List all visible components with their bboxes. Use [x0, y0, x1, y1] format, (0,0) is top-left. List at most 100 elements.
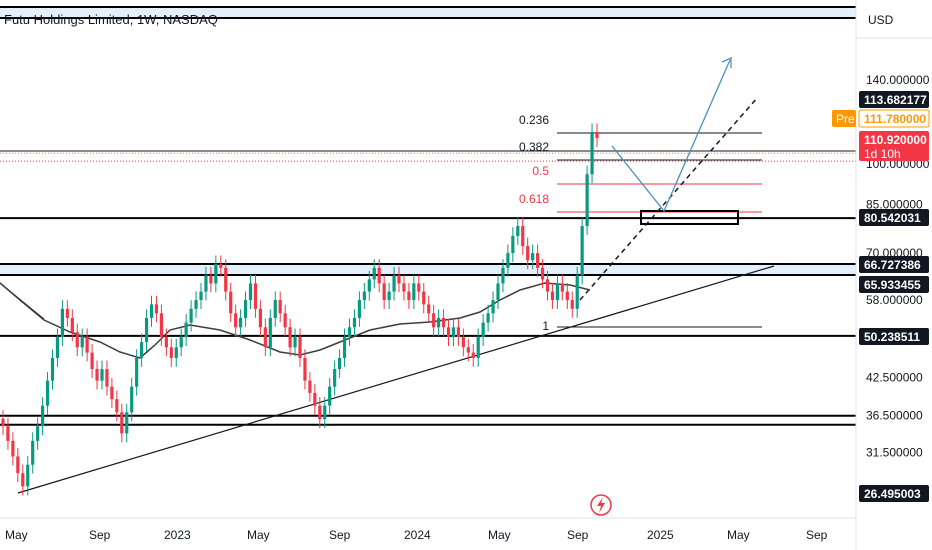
candle-body — [204, 275, 208, 292]
candle-body — [466, 347, 470, 353]
candle-body — [357, 300, 361, 318]
candle-body — [95, 369, 99, 381]
candle-body — [387, 291, 391, 301]
projection-arrows — [611, 56, 732, 213]
support-zone-band — [0, 265, 856, 277]
candle-body — [189, 308, 193, 323]
candle-body — [461, 337, 465, 348]
time-tick-label: May — [5, 528, 28, 542]
candle-body — [70, 317, 74, 333]
candle-body — [283, 313, 287, 328]
candle-body — [100, 369, 104, 381]
time-axis-ticks[interactable]: May Sep 2023 May Sep 2024 May Sep 2025 May Sep — [5, 528, 828, 542]
candle-body — [347, 327, 352, 338]
candle-body — [511, 235, 515, 254]
candle-body — [80, 337, 84, 348]
price-tag-text: 65.933455 — [864, 278, 921, 292]
candle-body — [154, 304, 159, 314]
candle-body — [31, 440, 35, 465]
projection-path — [611, 59, 731, 213]
candle-body — [248, 283, 253, 301]
candle-body — [427, 304, 431, 314]
candle-body — [234, 313, 238, 328]
candle-body — [501, 267, 505, 284]
price-tag-text: 113.682177 — [864, 93, 927, 107]
price-axis[interactable]: USD — [855, 0, 932, 550]
candle-body — [555, 283, 559, 301]
candle-body — [333, 369, 337, 387]
fib-level-label: 0.382 — [519, 140, 549, 154]
candle-body — [486, 313, 490, 323]
candle-body — [6, 426, 10, 441]
price-tick-label: 42.500000 — [866, 371, 923, 385]
price-tag-text: 111.780000 — [864, 112, 926, 126]
price-tag: 111.780000 Pre — [832, 109, 930, 128]
candle-body — [253, 283, 258, 309]
flash-icon[interactable] — [590, 494, 612, 516]
candle-body — [1, 418, 5, 427]
price-tag-text: 80.542031 — [864, 211, 921, 225]
candle-body — [516, 226, 520, 236]
candle-body — [229, 291, 233, 314]
candle-body — [278, 300, 282, 314]
candle-body — [36, 426, 40, 441]
candle-body — [164, 337, 168, 348]
candle-body — [496, 283, 500, 301]
target-zone-box — [640, 210, 739, 225]
price-tag-text: 50.238511 — [864, 330, 920, 344]
price-tick-label: 36.500000 — [866, 409, 923, 423]
candle-body — [342, 337, 347, 358]
time-tick-label: May — [247, 528, 270, 542]
candle-body — [417, 283, 421, 292]
candle-body — [575, 275, 579, 309]
candle-body — [224, 267, 228, 292]
candle-body — [536, 253, 540, 268]
candle-body — [422, 291, 426, 305]
candle-body — [585, 174, 589, 227]
candle-body — [526, 246, 530, 261]
candle-body — [65, 308, 69, 318]
time-tick-label: Sep — [567, 528, 589, 542]
candle-body — [441, 317, 446, 328]
candle-body — [21, 473, 25, 487]
candle-body — [565, 291, 569, 301]
candle-body — [367, 279, 371, 292]
candle-body — [120, 412, 124, 434]
candle-body — [481, 322, 485, 338]
time-tick-label: 2024 — [404, 528, 431, 542]
horizontal-levels — [0, 6, 856, 426]
candle-body — [219, 264, 223, 268]
candle-body — [540, 267, 545, 280]
candle-body — [105, 369, 109, 387]
candle-body — [377, 267, 381, 284]
candle-body — [397, 275, 401, 284]
candle-body — [402, 283, 406, 292]
candle-body — [194, 300, 198, 309]
price-tag: 26.495003 — [859, 485, 929, 502]
price-tag: 65.933455 — [859, 276, 929, 293]
candle-body — [169, 347, 173, 358]
candle-body — [263, 327, 267, 348]
candle-body — [110, 386, 114, 400]
price-tag: 80.542031 — [859, 209, 929, 226]
chart-title: Futu Holdings Limited, 1W, NASDAQ — [4, 12, 218, 27]
price-tick-label: 85.000000 — [866, 198, 923, 212]
candle-body — [318, 405, 322, 420]
candle-body — [545, 279, 550, 292]
candle-body — [303, 357, 307, 381]
candle-body — [476, 337, 480, 358]
top-zone-band — [0, 6, 856, 18]
candle-body — [550, 291, 555, 301]
candle-body — [130, 386, 134, 413]
candle-body — [432, 313, 436, 328]
candle-body — [258, 308, 262, 328]
candle-series — [1, 123, 599, 496]
candle-body — [75, 332, 79, 348]
time-tick-label: Sep — [329, 528, 351, 542]
candle-body — [135, 357, 139, 387]
price-tag-text: 66.727386 — [864, 258, 921, 272]
candle-body — [313, 392, 317, 406]
candle-body — [60, 308, 64, 338]
